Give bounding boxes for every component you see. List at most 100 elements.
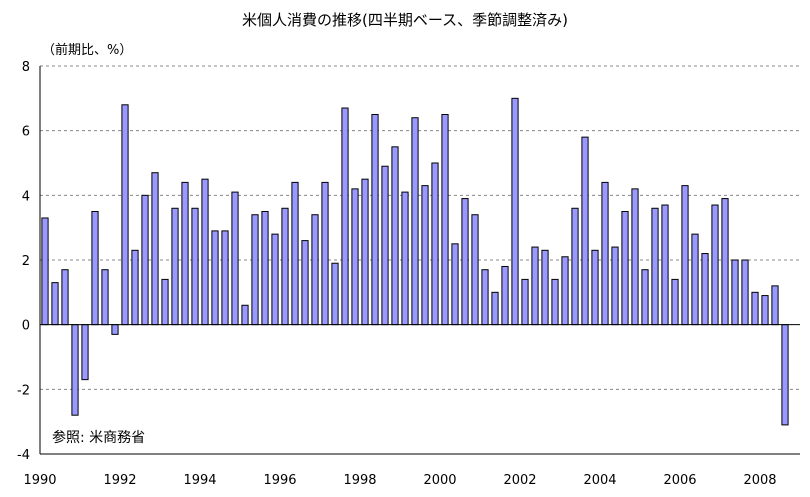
bar <box>271 233 279 326</box>
bar <box>141 194 149 326</box>
grid-lines <box>40 65 800 390</box>
bar <box>551 278 559 326</box>
bar <box>341 107 349 326</box>
bar <box>71 324 79 416</box>
bar <box>411 117 419 326</box>
chart-title: 米個人消費の推移(四半期ベース、季節調整済み) <box>242 11 568 29</box>
bar <box>251 214 259 326</box>
x-tick-label: 2004 <box>583 473 616 488</box>
bar <box>521 278 529 326</box>
bar <box>501 265 509 326</box>
bar <box>371 114 379 326</box>
x-tick-label: 1992 <box>103 473 136 488</box>
x-tick-label: 1990 <box>23 473 56 488</box>
x-tick-label: 2002 <box>503 473 536 488</box>
bars <box>41 97 789 426</box>
bar <box>61 269 69 326</box>
bar <box>581 136 589 326</box>
bar <box>761 295 769 326</box>
bar <box>461 198 469 326</box>
bar <box>711 204 719 326</box>
bar <box>241 304 249 326</box>
bar <box>571 207 579 326</box>
bar <box>611 246 619 326</box>
y-tick-labels: -4 -2 0 2 4 6 8 <box>17 60 30 463</box>
y-unit-label: （前期比、%） <box>42 42 132 58</box>
bar <box>311 214 319 326</box>
bar <box>511 97 519 326</box>
bar <box>601 181 609 326</box>
bar <box>621 211 629 326</box>
y-tick-label: 2 <box>22 254 30 269</box>
y-tick-label: -2 <box>17 383 30 398</box>
bar <box>671 278 679 326</box>
bar <box>111 324 119 335</box>
y-tick-label: 0 <box>22 319 30 334</box>
x-tick-label: 1998 <box>343 473 376 488</box>
bar <box>701 253 709 326</box>
bar <box>491 291 499 326</box>
bar <box>731 259 739 326</box>
bar <box>41 217 49 326</box>
bar <box>281 207 289 326</box>
bar <box>361 178 369 326</box>
bar <box>261 211 269 326</box>
bar <box>211 230 219 326</box>
bar <box>401 191 409 326</box>
x-tick-label: 1994 <box>183 473 216 488</box>
bar <box>201 178 209 326</box>
bar <box>681 185 689 326</box>
bar <box>591 249 599 326</box>
bar <box>431 162 439 326</box>
bar <box>741 259 749 326</box>
bar <box>181 181 189 326</box>
y-tick-label: 4 <box>22 189 30 204</box>
bar <box>561 256 569 326</box>
bar <box>541 249 549 326</box>
bar <box>81 324 89 381</box>
bar <box>291 181 299 326</box>
bar <box>531 246 539 326</box>
bar <box>641 269 649 326</box>
bar <box>391 146 399 326</box>
source-note: 参照: 米商務省 <box>52 429 145 446</box>
bar <box>91 211 99 326</box>
axes <box>39 66 800 455</box>
x-tick-label: 2008 <box>743 473 776 488</box>
bar <box>481 269 489 326</box>
bar <box>451 243 459 326</box>
x-tick-labels: 1990 1992 1994 1996 1998 2000 2002 2004 2006 2008 <box>23 473 776 488</box>
bar <box>231 191 239 326</box>
bar <box>331 262 339 326</box>
bar <box>651 207 659 326</box>
bar <box>101 269 109 326</box>
x-tick-label: 2006 <box>663 473 696 488</box>
bar <box>691 233 699 326</box>
bar <box>631 188 639 326</box>
bar <box>421 185 429 326</box>
bar <box>161 278 169 326</box>
bar <box>191 207 199 326</box>
bar <box>121 104 129 326</box>
y-tick-label: 6 <box>22 125 30 140</box>
bar <box>381 165 389 326</box>
bar <box>171 207 179 326</box>
bar <box>131 249 139 326</box>
x-tick-label: 1996 <box>263 473 296 488</box>
bar <box>321 181 329 326</box>
bar <box>471 214 479 326</box>
bar <box>751 291 759 326</box>
bar <box>771 285 779 326</box>
bar <box>781 324 789 426</box>
bar <box>441 114 449 326</box>
x-tick-label: 2000 <box>423 473 456 488</box>
bar <box>661 204 669 326</box>
bar <box>721 198 729 326</box>
bar <box>51 282 59 326</box>
bar <box>301 240 309 326</box>
bar <box>351 188 359 326</box>
bar <box>221 230 229 326</box>
y-tick-label: -4 <box>17 448 30 463</box>
y-tick-label: 8 <box>22 60 30 75</box>
